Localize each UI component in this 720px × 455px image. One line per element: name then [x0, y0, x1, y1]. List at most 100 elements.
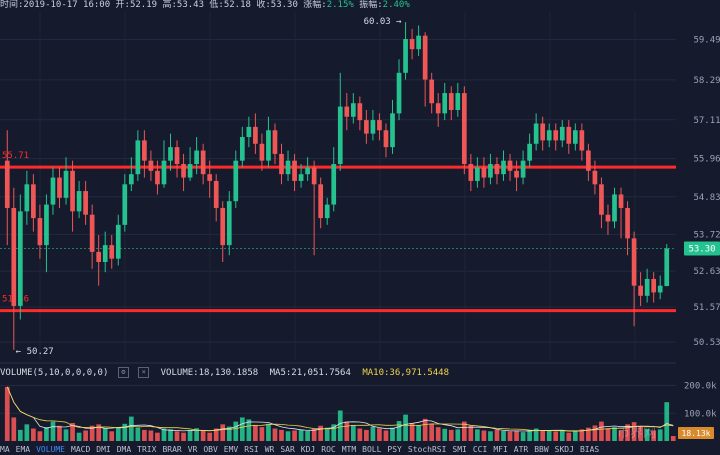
- close-icon[interactable]: ×: [138, 367, 150, 378]
- tab-emv[interactable]: EMV: [223, 445, 239, 454]
- tab-stochrsi[interactable]: StochRSI: [407, 445, 447, 454]
- candle-body: [403, 39, 408, 73]
- volume-bar: [63, 429, 69, 441]
- volume-bar: [220, 424, 226, 441]
- candle-body: [416, 35, 421, 50]
- volume-bar: [396, 421, 402, 441]
- open-value: 52.19: [129, 0, 158, 10]
- tab-mtm[interactable]: MTM: [341, 445, 357, 454]
- tab-atr[interactable]: ATR: [513, 445, 529, 454]
- candle-body: [461, 93, 467, 165]
- candle-body: [44, 204, 49, 246]
- candle-body: [501, 160, 506, 175]
- candle-body: [468, 164, 474, 181]
- tab-kdj[interactable]: KDJ: [300, 445, 316, 454]
- volume-last-label: 18.13k: [682, 429, 711, 438]
- tab-smi[interactable]: SMI: [452, 445, 467, 454]
- candle-body: [344, 106, 350, 117]
- tab-mfi[interactable]: MFI: [493, 445, 508, 454]
- tab-sar[interactable]: SAR: [280, 445, 295, 454]
- tab-roc[interactable]: ROC: [321, 445, 336, 454]
- candle-body: [305, 167, 310, 175]
- candle-body: [122, 184, 128, 225]
- candle-body: [657, 285, 663, 293]
- tab-vr[interactable]: VR: [187, 445, 198, 454]
- volume-bars: [4, 386, 676, 441]
- tab-dmi[interactable]: DMI: [96, 445, 111, 454]
- tab-dma[interactable]: DMA: [116, 445, 132, 454]
- candle-body: [494, 164, 500, 175]
- candle-body: [11, 207, 17, 306]
- volume-bar: [533, 428, 539, 441]
- candle-body: [187, 164, 193, 178]
- candle-body: [220, 207, 226, 246]
- tab-ema[interactable]: EMA: [15, 445, 31, 454]
- volume-bar: [96, 424, 102, 441]
- tab-cci[interactable]: CCI: [472, 445, 488, 454]
- volume-value: VOLUME:18,130.1858: [160, 368, 259, 378]
- volume-bar: [44, 427, 49, 441]
- tab-brar[interactable]: BRAR: [162, 445, 182, 454]
- tab-skdj[interactable]: SKDJ: [554, 445, 574, 454]
- candle-body: [507, 160, 513, 171]
- tab-macd[interactable]: MACD: [71, 445, 91, 454]
- tab-bbw[interactable]: BBW: [534, 445, 549, 454]
- volume-ma5: MA5:21,051.7564: [269, 368, 351, 378]
- volume-bar: [239, 417, 245, 441]
- settings-icon[interactable]: ⚙: [117, 367, 129, 378]
- volume-bar: [246, 419, 252, 441]
- candle-body: [109, 245, 115, 259]
- last-price-badge: [684, 241, 720, 256]
- tab-boll[interactable]: BOLL: [362, 445, 382, 454]
- volume-bar: [481, 430, 487, 441]
- volume-bar: [279, 429, 284, 441]
- candle-body: [448, 93, 454, 110]
- volume-bar: [135, 427, 141, 441]
- candle-body: [17, 211, 23, 306]
- volume-bar: [409, 422, 415, 441]
- tab-trix[interactable]: TRIX: [137, 445, 157, 454]
- volume-bar: [50, 421, 56, 441]
- candle-body: [409, 39, 415, 50]
- tab-bias[interactable]: BIAS: [579, 445, 600, 454]
- volume-bar: [599, 421, 604, 441]
- candle-body: [31, 184, 36, 219]
- volume-bar: [4, 386, 10, 441]
- candle-body: [200, 150, 206, 175]
- candle-body: [89, 214, 95, 252]
- price-tick-label: 50.53: [693, 338, 720, 348]
- volume-bar: [200, 430, 206, 441]
- candle-body: [442, 93, 448, 114]
- volume-bar: [331, 424, 337, 441]
- candle-body: [559, 126, 565, 141]
- candle-body: [181, 164, 186, 178]
- tab-ma[interactable]: MA: [0, 445, 10, 454]
- volume-bar: [83, 430, 88, 441]
- volume-bar: [553, 431, 559, 441]
- candle-body: [324, 204, 330, 219]
- volume-bar: [350, 424, 356, 441]
- close-label: 收:: [256, 0, 271, 10]
- candle-body: [239, 137, 245, 161]
- candle-body: [292, 160, 297, 181]
- tab-psy[interactable]: PSY: [387, 445, 402, 454]
- tab-volume[interactable]: VOLUME: [36, 445, 65, 454]
- candle-body: [259, 143, 265, 161]
- candle-body: [599, 184, 604, 215]
- volume-bar: [324, 427, 330, 441]
- high-value: 53.43: [176, 0, 204, 10]
- volume-bar: [592, 425, 598, 441]
- volume-ma-line: [6, 386, 674, 432]
- tab-obv[interactable]: OBV: [203, 445, 218, 454]
- candle-body: [586, 150, 591, 171]
- tab-wr[interactable]: WR: [264, 445, 275, 454]
- tab-rsi[interactable]: RSI: [244, 445, 259, 454]
- candle-body: [350, 103, 356, 117]
- volume-bar: [416, 424, 421, 441]
- close-value: 53.30: [270, 0, 298, 10]
- candle-body: [572, 130, 578, 144]
- volume-bar: [122, 423, 128, 441]
- candle-body: [520, 160, 526, 178]
- support-resistance-lines[interactable]: 55.7151.46: [0, 151, 676, 313]
